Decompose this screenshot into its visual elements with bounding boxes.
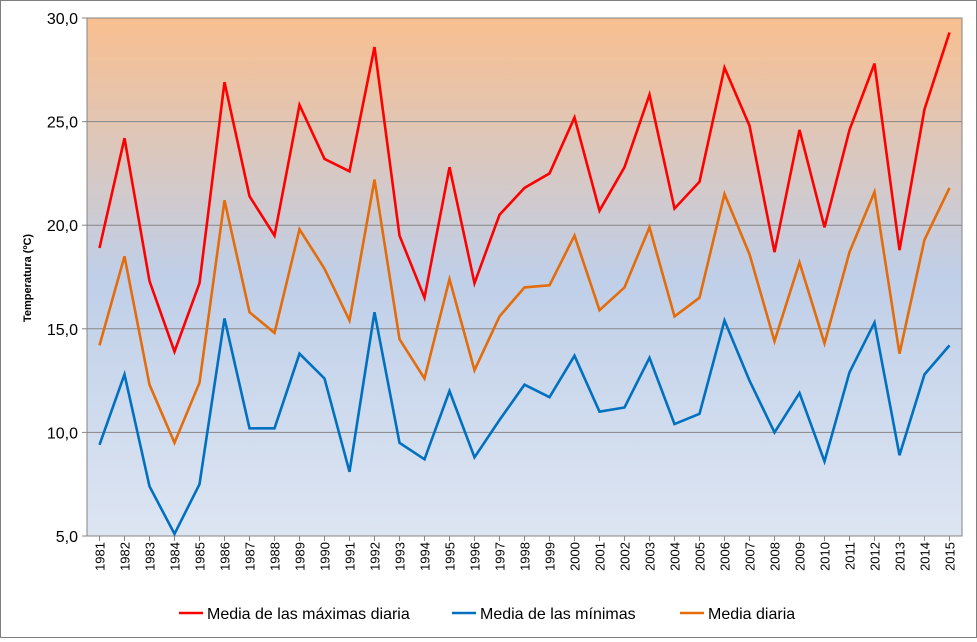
gridlines xyxy=(82,17,962,541)
x-tick-label: 2002 xyxy=(618,542,633,571)
series-line-0 xyxy=(98,32,951,356)
y-tick-label: 30,0 xyxy=(47,11,78,28)
series-line-1 xyxy=(98,311,951,537)
x-tick-label: 2007 xyxy=(743,542,758,571)
x-tick-label: 1985 xyxy=(193,542,208,571)
plot-area xyxy=(86,17,963,537)
x-tick-label: 1986 xyxy=(218,542,233,571)
legend: Media de las máximas diaria Media de las … xyxy=(179,606,795,623)
x-tick-label: 1983 xyxy=(143,542,158,571)
x-tick-label: 2006 xyxy=(718,542,733,571)
x-tick-label: 2011 xyxy=(843,542,858,570)
y-tick-labels: 5,0 10,0 15,0 20,0 25,0 30,0 xyxy=(47,11,78,546)
legend-label: Media diaria xyxy=(708,606,795,623)
x-tick-label: 2013 xyxy=(893,542,908,571)
x-tick-label: 1993 xyxy=(393,542,408,571)
x-tick-label: 1992 xyxy=(368,542,383,571)
x-tick-label: 2009 xyxy=(793,542,808,571)
x-tick-label: 1997 xyxy=(493,542,508,571)
x-tick-label: 2003 xyxy=(643,542,658,571)
x-tick-label: 2005 xyxy=(693,542,708,571)
x-tick-label: 1994 xyxy=(418,542,433,571)
x-tick-label: 2001 xyxy=(593,542,608,571)
x-tick-label: 2010 xyxy=(818,542,833,571)
y-tick-label: 15,0 xyxy=(47,322,78,339)
y-tick-label: 20,0 xyxy=(47,218,78,235)
x-tick-label: 2008 xyxy=(768,542,783,571)
x-tick-label: 1988 xyxy=(268,542,283,571)
y-tick-label: 25,0 xyxy=(47,115,78,132)
x-tick-label: 2015 xyxy=(943,542,958,571)
x-tick-label: 1991 xyxy=(343,542,358,571)
x-tick-label: 1982 xyxy=(118,542,133,571)
x-tick-label: 1996 xyxy=(468,542,483,571)
x-tick-label: 2000 xyxy=(568,542,583,571)
x-tick-label: 1981 xyxy=(93,542,108,571)
x-tick-label: 2004 xyxy=(668,542,683,571)
x-tick-labels: 1981 1982 1983 1984 1985 1986 1987 1988 1989 1990… xyxy=(93,542,958,571)
y-axis-label: Temperatura (ºC) xyxy=(22,234,34,322)
y-tick-label: 10,0 xyxy=(47,425,78,442)
legend-label: Media de las máximas diaria xyxy=(207,606,410,623)
legend-label: Media de las mínimas xyxy=(480,606,636,623)
x-tick-label: 1998 xyxy=(518,542,533,571)
series-line-2 xyxy=(98,179,951,447)
x-tick-label: 2014 xyxy=(918,542,933,571)
series-lines xyxy=(98,32,951,537)
x-tick-label: 1989 xyxy=(293,542,308,571)
x-tick-label: 1984 xyxy=(168,542,183,571)
x-tick-label: 1990 xyxy=(318,542,333,571)
x-tick-label: 1999 xyxy=(543,542,558,571)
x-tick-label: 1995 xyxy=(443,542,458,571)
y-tick-label: 5,0 xyxy=(56,529,78,546)
x-tick-label: 2012 xyxy=(868,542,883,571)
x-tick-label: 1987 xyxy=(243,542,258,571)
